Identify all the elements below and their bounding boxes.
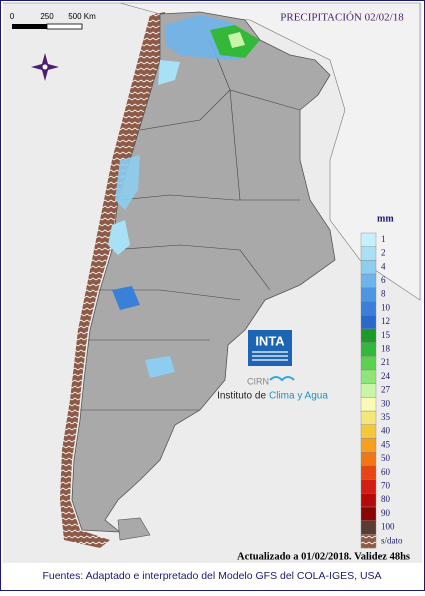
legend-label: 12	[381, 316, 390, 326]
tierra-del-fuego	[117, 517, 151, 541]
legend-label: 100	[381, 522, 395, 532]
province-borders	[80, 39, 301, 411]
legend-label: 50	[381, 453, 391, 463]
legend-swatch	[360, 232, 377, 247]
legend-label: 6	[381, 275, 386, 285]
scale-label: 250	[40, 12, 54, 21]
legend-swatch	[360, 287, 377, 302]
legend-swatch	[360, 493, 377, 508]
legend-label: 27	[381, 385, 391, 395]
footer-updated: Actualizado a 01/02/2018. Validez 48hs	[237, 551, 410, 562]
legend-swatch	[360, 424, 377, 439]
legend-swatch	[360, 479, 377, 494]
legend-unit: mm	[377, 213, 394, 224]
footer-sources: Fuentes: Adaptado e interpretado del Mod…	[42, 570, 381, 582]
legend-swatch	[360, 438, 377, 453]
legend-swatch	[360, 328, 377, 343]
legend-swatch	[360, 410, 377, 426]
legend-swatch	[360, 301, 377, 316]
legend-label: 2	[381, 248, 386, 258]
legend-label: 1	[381, 234, 386, 244]
legend-label: 4	[381, 261, 386, 271]
logo-brand: INTA	[255, 333, 285, 348]
legend-swatch	[360, 383, 377, 398]
scale-bar: 0 250 500 Km	[10, 12, 96, 30]
legend-swatch	[360, 356, 377, 371]
legend-swatch	[360, 452, 377, 467]
precipitation-areas	[108, 15, 260, 378]
legend-label: 90	[381, 508, 391, 518]
legend-swatch	[360, 520, 377, 535]
legend-label: 45	[381, 439, 391, 449]
legend-swatch	[360, 246, 377, 261]
map-title: PRECIPITACIÓN 02/02/18	[280, 12, 404, 24]
legend-swatch	[360, 260, 377, 275]
legend: 1246810121518212427303540455060708090100…	[360, 232, 403, 549]
scale-label: 0	[10, 12, 15, 21]
legend-label: 60	[381, 467, 391, 477]
legend-label: 15	[381, 330, 391, 340]
legend-label: 24	[381, 371, 391, 381]
legend-swatch	[360, 397, 377, 412]
legend-swatch	[360, 369, 377, 384]
legend-label: 40	[381, 426, 391, 436]
logo: INTA CIRN Instituto de Clima y Agua	[217, 330, 328, 402]
legend-label: s/dato	[381, 535, 403, 545]
legend-label: 80	[381, 494, 391, 504]
legend-label: 30	[381, 398, 391, 408]
logo-institute-prefix: Instituto de	[217, 391, 266, 402]
legend-label: 18	[381, 344, 391, 354]
chile-no-data	[60, 12, 165, 548]
legend-swatch	[360, 273, 377, 289]
legend-swatch	[360, 506, 377, 521]
legend-swatch	[360, 534, 377, 549]
argentina-land	[71, 11, 336, 533]
logo-institute-name: Clima y Agua	[269, 391, 328, 402]
logo-center: CIRN	[247, 376, 269, 386]
legend-label: 10	[381, 302, 391, 312]
legend-swatch	[360, 465, 377, 480]
legend-label: 8	[381, 289, 386, 299]
legend-label: 70	[381, 481, 391, 491]
legend-label: 21	[381, 357, 390, 367]
scale-label: 500 Km	[68, 12, 96, 21]
legend-swatch	[360, 342, 377, 357]
legend-swatch	[360, 315, 377, 330]
legend-label: 35	[381, 412, 391, 422]
compass-rose	[31, 53, 59, 81]
